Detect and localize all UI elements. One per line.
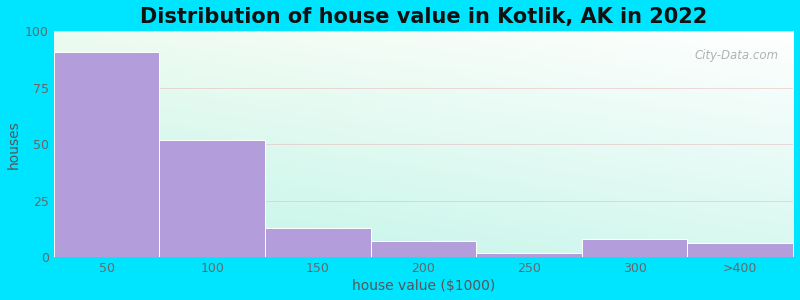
Title: Distribution of house value in Kotlik, AK in 2022: Distribution of house value in Kotlik, A… [140,7,707,27]
Bar [265,228,370,257]
Bar [370,241,476,257]
Bar [54,52,159,257]
X-axis label: house value ($1000): house value ($1000) [352,279,495,293]
Bar [476,253,582,257]
Bar [582,239,687,257]
Text: City-Data.com: City-Data.com [694,49,778,62]
Bar [687,244,793,257]
Y-axis label: houses: houses [7,120,21,169]
Bar [159,140,265,257]
